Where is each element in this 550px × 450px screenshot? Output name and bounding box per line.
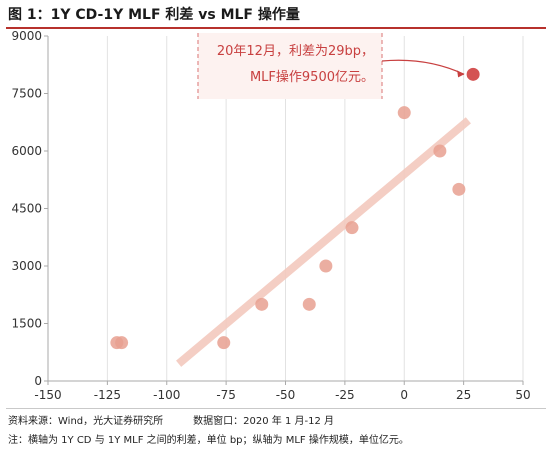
data-point [346,221,359,234]
y-tick-label: 7500 [11,87,42,101]
footer-divider [6,408,546,409]
annotation-arrow-line [382,60,464,74]
x-tick-label: 50 [515,388,530,402]
trend-line [179,120,469,363]
annotation-text-line: 20年12月，利差为29bp， [217,44,374,59]
data-point [255,298,268,311]
annotation-text-line: MLF操作9500亿元。 [250,69,374,85]
data-point [433,145,446,158]
y-tick-label: 4500 [11,202,42,216]
data-point [398,106,411,119]
y-tick-label: 6000 [11,144,42,158]
y-tick-label: 1500 [11,317,42,331]
data-point [452,183,465,196]
source-text: 资料来源：Wind，光大证券研究所 [8,416,163,427]
data-point [217,336,230,349]
note-text: 注：横轴为 1Y CD 与 1Y MLF 之间的利差，单位 bp；纵轴为 MLF… [8,431,409,446]
x-tick-label: -50 [276,388,296,402]
x-tick-label: -75 [216,388,236,402]
x-tick-label: -100 [153,388,180,402]
figure-title: 图 1：1Y CD-1Y MLF 利差 vs MLF 操作量 [8,4,542,28]
date-range-text: 数据窗口：2020 年 1 月-12 月 [193,416,334,427]
footer-line-1: 资料来源：Wind，光大证券研究所 数据窗口：2020 年 1 月-12 月 [8,412,334,427]
annotation-arrow-head [457,70,464,77]
data-point [303,298,316,311]
y-tick-label: 3000 [11,259,42,273]
scatter-chart: 0 1500 3000 4500 6000 7500 9000 -150 -125 -100 -75… [0,28,550,408]
data-point [319,260,332,273]
highlight-point [467,68,480,81]
x-tick-label: -25 [335,388,355,402]
data-point [115,336,128,349]
y-tick-label: 9000 [11,29,42,43]
x-tick-label: 0 [400,388,408,402]
x-tick-label: -125 [94,388,121,402]
y-tick-label: 0 [34,374,42,388]
annotation-box [198,33,382,99]
x-tick-label: 25 [456,388,471,402]
x-tick-label: -150 [34,388,61,402]
